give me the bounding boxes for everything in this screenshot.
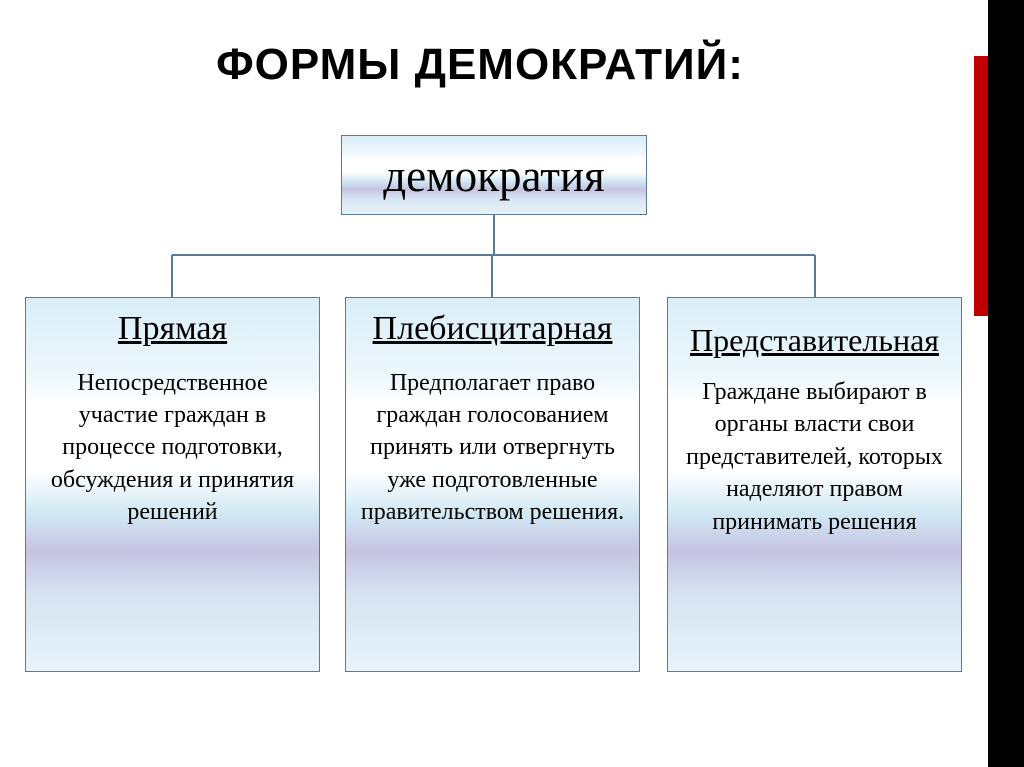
child-node-direct: Прямая Непосредственное участие граждан … bbox=[25, 297, 320, 672]
child-title: Плебисцитарная bbox=[373, 308, 613, 351]
child-desc: Непосредственное участие граждан в проце… bbox=[38, 367, 307, 529]
root-node: демократия bbox=[341, 135, 647, 215]
slide-title: ФОРМЫ ДЕМОКРАТИЙ: bbox=[0, 40, 960, 90]
child-node-plebiscite: Плебисцитарная Предполагает право гражда… bbox=[345, 297, 640, 672]
child-title: Прямая bbox=[118, 308, 227, 351]
child-desc: Предполагает право граждан голосованием … bbox=[358, 367, 627, 529]
child-node-representative: Представительная Граждане выбирают в орг… bbox=[667, 297, 962, 672]
child-desc: Граждане выбирают в органы власти свои п… bbox=[680, 376, 949, 538]
sidebar-dark-strip bbox=[988, 0, 1024, 767]
child-title: Представительная bbox=[690, 320, 939, 360]
tree-diagram: демократия Прямая Непосредственное участ… bbox=[25, 135, 965, 695]
sidebar-red-accent bbox=[974, 56, 988, 316]
root-label: демократия bbox=[342, 136, 646, 216]
